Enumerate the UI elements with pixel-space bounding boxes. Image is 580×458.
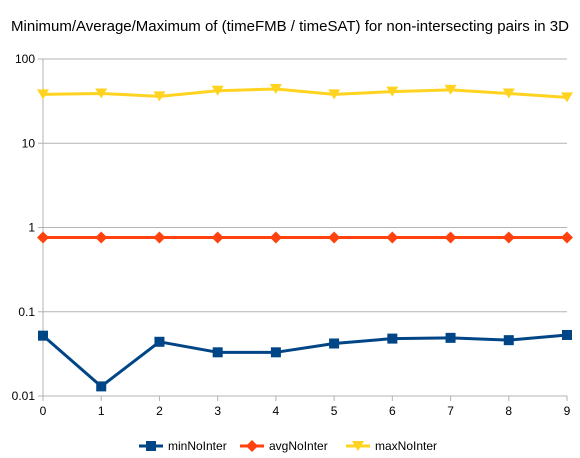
- data-point-minNoInter: [562, 329, 572, 340]
- x-tick-label: 3: [214, 404, 221, 418]
- series-line-maxNoInter: [42, 87, 568, 99]
- legend-item-minNoInter: minNoInter: [139, 439, 227, 453]
- x-tick-label: 7: [447, 404, 454, 418]
- x-tick-label: 8: [505, 404, 512, 418]
- data-point-minNoInter: [445, 332, 456, 343]
- data-point-avgNoInter: [386, 231, 399, 244]
- legend: minNoInter avgNoInter maxNoInter: [139, 439, 437, 453]
- data-point-minNoInter: [270, 347, 281, 358]
- legend-item-avgNoInter: avgNoInter: [240, 439, 328, 453]
- data-point-minNoInter: [38, 330, 48, 341]
- data-point-avgNoInter: [269, 231, 282, 244]
- y-tick-label: 1: [28, 221, 35, 235]
- x-tick-label: 0: [40, 404, 47, 418]
- data-point-avgNoInter: [95, 231, 108, 244]
- data-point-maxNoInter: [269, 84, 282, 95]
- legend-item-maxNoInter: maxNoInter: [346, 439, 437, 453]
- y-tick-label: 0.01: [12, 389, 36, 403]
- data-point-maxNoInter: [211, 85, 224, 96]
- data-point-avgNoInter: [561, 231, 573, 244]
- data-point-maxNoInter: [386, 86, 399, 97]
- data-point-avgNoInter: [502, 231, 515, 244]
- data-point-maxNoInter: [561, 92, 573, 103]
- data-point-maxNoInter: [37, 89, 49, 100]
- series-lines: [37, 84, 573, 392]
- data-point-avgNoInter: [444, 231, 457, 244]
- legend-label: avgNoInter: [269, 439, 328, 453]
- data-point-maxNoInter: [153, 91, 166, 102]
- legend-label: minNoInter: [168, 439, 227, 453]
- x-tick-label: 9: [564, 404, 571, 418]
- y-tick-labels: 0.01 0.1 1 10 100: [12, 52, 36, 403]
- series-maxNoInter: [37, 84, 573, 103]
- y-tick-label: 10: [22, 136, 36, 150]
- x-tick-label: 5: [331, 404, 338, 418]
- x-tick-label: 4: [273, 404, 280, 418]
- series-minNoInter: [38, 329, 572, 392]
- legend-marker: [352, 441, 364, 451]
- data-point-minNoInter: [387, 333, 398, 344]
- x-tick-label: 6: [389, 404, 396, 418]
- series-line-minNoInter: [42, 333, 568, 388]
- data-point-avgNoInter: [328, 231, 341, 244]
- x-tick-labels: 0 1 2 3 4 5 6 7 8 9: [40, 404, 571, 418]
- legend-marker: [246, 440, 258, 452]
- data-point-avgNoInter: [37, 231, 49, 244]
- x-tick-label: 2: [156, 404, 163, 418]
- series-avgNoInter: [37, 231, 573, 244]
- grid-lines: [43, 58, 567, 397]
- data-point-avgNoInter: [153, 231, 166, 244]
- data-point-avgNoInter: [211, 231, 224, 244]
- data-point-maxNoInter: [328, 89, 341, 100]
- data-point-maxNoInter: [502, 88, 515, 99]
- data-point-minNoInter: [212, 347, 223, 358]
- data-point-maxNoInter: [95, 88, 108, 99]
- data-point-minNoInter: [154, 336, 165, 347]
- data-point-maxNoInter: [444, 84, 457, 95]
- x-tick-label: 1: [98, 404, 105, 418]
- legend-marker: [146, 441, 156, 451]
- data-point-minNoInter: [96, 381, 107, 392]
- legend-label: maxNoInter: [375, 439, 437, 453]
- data-point-minNoInter: [329, 338, 340, 349]
- chart-title: Minimum/Average/Maximum of (timeFMB / ti…: [11, 18, 569, 35]
- data-point-minNoInter: [503, 335, 514, 346]
- y-tick-label: 100: [15, 52, 35, 66]
- y-tick-label: 0.1: [18, 305, 35, 319]
